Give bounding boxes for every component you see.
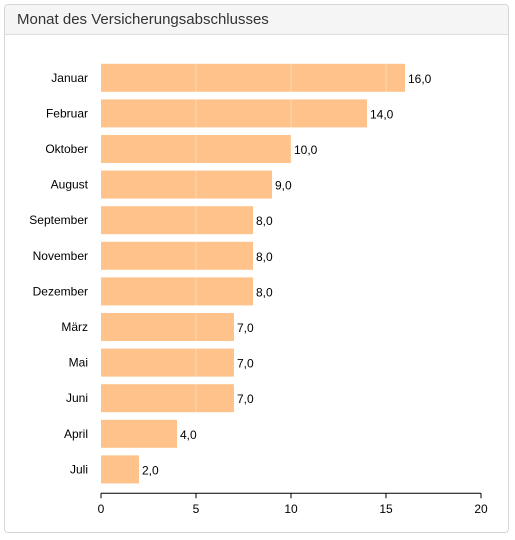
- grid-lines: [195, 60, 482, 488]
- value-label-10: 4,0: [180, 428, 197, 442]
- value-label-5: 8,0: [256, 250, 273, 264]
- category-label-7: März: [61, 320, 88, 334]
- category-label-5: November: [33, 249, 88, 263]
- category-label-2: Oktober: [45, 142, 88, 156]
- bar-2: [101, 135, 291, 163]
- chart-area: Januar Februar Oktober August September Novem…: [5, 35, 508, 532]
- x-tick-label-2: 10: [284, 502, 298, 516]
- bar-3: [101, 170, 272, 199]
- value-label-3: 9,0: [275, 179, 292, 193]
- bar-chart: Januar Februar Oktober August September Novem…: [29, 60, 488, 516]
- category-label-6: Dezember: [33, 284, 88, 298]
- x-tick-label-1: 5: [193, 502, 200, 516]
- value-label-1: 14,0: [370, 107, 394, 121]
- bar-9: [101, 384, 234, 413]
- value-label-2: 10,0: [294, 143, 318, 157]
- bars: [101, 63, 405, 484]
- panel-title: Monat des Versicherungsabschlusses: [5, 5, 508, 35]
- bar-8: [101, 348, 234, 377]
- category-label-1: Februar: [46, 106, 88, 120]
- x-tick-label-3: 15: [379, 502, 393, 516]
- bar-7: [101, 313, 234, 341]
- value-labels: 16,0 14,0 10,0 9,0 8,0 8,0 8,0 7,0 7,0 7,0 4,0 2,0: [142, 72, 432, 478]
- category-label-4: September: [29, 213, 88, 227]
- category-label-11: Juli: [70, 462, 88, 476]
- x-axis: 0 5 10 15 20: [98, 492, 488, 516]
- category-labels: Januar Februar Oktober August September Novem…: [29, 71, 88, 477]
- category-label-3: August: [51, 178, 89, 192]
- value-label-0: 16,0: [408, 72, 432, 86]
- bar-6: [101, 277, 253, 306]
- value-label-7: 7,0: [237, 321, 254, 335]
- value-label-11: 2,0: [142, 463, 159, 477]
- bar-10: [101, 419, 177, 448]
- bar-0: [101, 63, 405, 92]
- chart-panel: Monat des Versicherungsabschlusses Janua…: [4, 4, 509, 533]
- category-label-0: Januar: [51, 71, 88, 85]
- bar-4: [101, 206, 253, 235]
- value-label-6: 8,0: [256, 285, 273, 299]
- bar-1: [101, 99, 367, 128]
- value-label-8: 7,0: [237, 357, 254, 371]
- bar-5: [101, 241, 253, 270]
- x-tick-label-0: 0: [98, 502, 105, 516]
- category-label-10: April: [64, 427, 88, 441]
- bar-11: [101, 455, 139, 484]
- category-label-9: Juni: [66, 391, 88, 405]
- x-tick-label-4: 20: [474, 502, 488, 516]
- category-label-8: Mai: [69, 356, 88, 370]
- value-label-9: 7,0: [237, 392, 254, 406]
- value-label-4: 8,0: [256, 214, 273, 228]
